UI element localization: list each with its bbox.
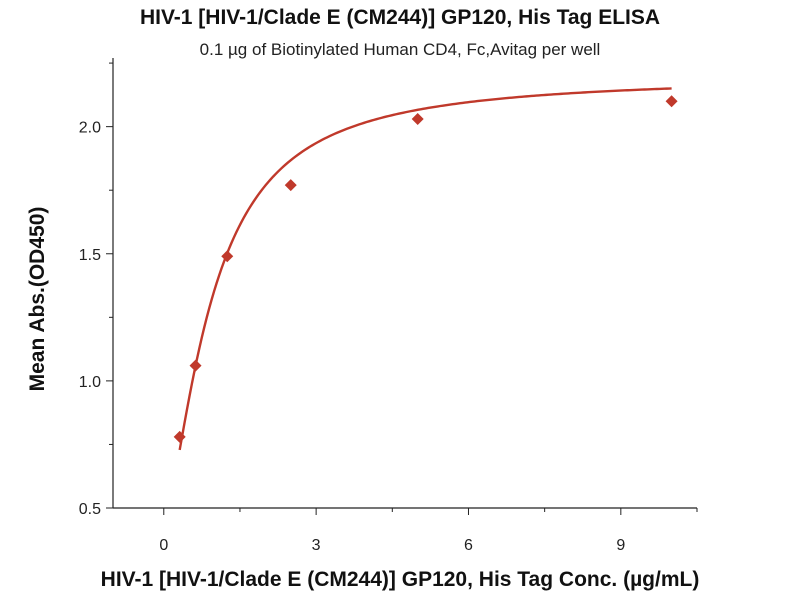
y-tick-label-0: 0.5 <box>79 501 101 518</box>
x-tick-label-3: 9 <box>616 537 625 554</box>
y-tick-label-3: 2.0 <box>79 120 101 137</box>
fit-curve-group <box>178 87 672 451</box>
data-point <box>411 113 424 126</box>
fit-curve <box>178 87 672 451</box>
y-tick-label-2: 1.5 <box>79 247 101 264</box>
y-axis-label: Mean Abs.(OD450) <box>26 206 49 392</box>
data-point <box>284 179 297 192</box>
axes <box>112 58 697 509</box>
data-point <box>173 430 186 443</box>
x-tick-label-2: 6 <box>464 537 473 554</box>
y-tick-label-1: 1.0 <box>79 374 101 391</box>
chart-title: HIV-1 [HIV-1/Clade E (CM244)] GP120, His… <box>139 6 661 29</box>
x-tick-label-1: 3 <box>312 537 321 554</box>
x-tick-label-0: 0 <box>159 537 168 554</box>
x-axis-label: HIV-1 [HIV-1/Clade E (CM244)] GP120, His… <box>100 568 700 591</box>
data-points <box>173 95 678 443</box>
data-point <box>189 359 202 372</box>
ticks: 0 3 6 9 0.5 1.0 1.5 2.0 <box>79 62 698 554</box>
data-point <box>665 95 678 108</box>
data-point <box>221 250 234 263</box>
chart-subtitle: 0.1 µg of Biotinylated Human CD4, Fc,Avi… <box>199 40 601 59</box>
